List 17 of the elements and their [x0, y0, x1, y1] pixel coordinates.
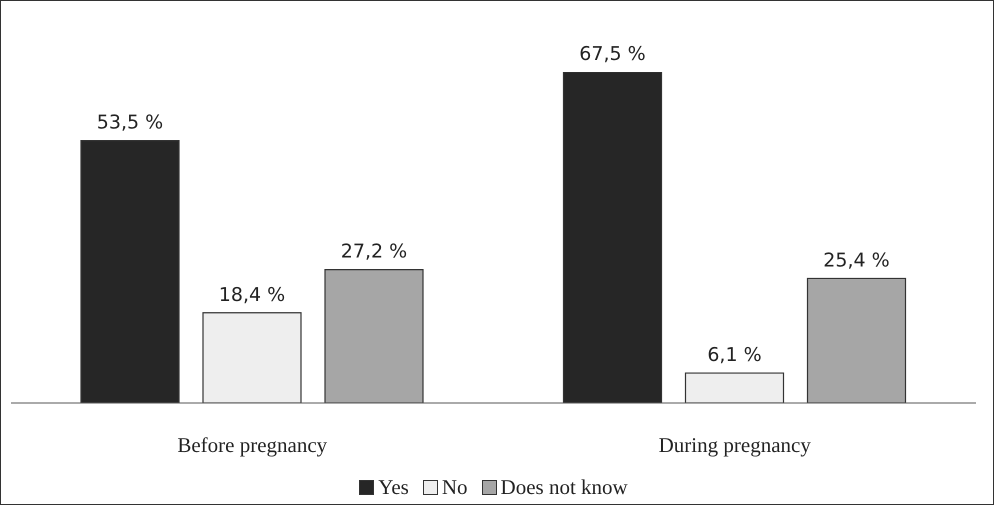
data-label: 6,1 % — [707, 344, 762, 366]
bar — [562, 72, 662, 403]
data-label: 18,4 % — [218, 284, 286, 306]
data-label: 53,5 % — [96, 112, 164, 134]
bar — [324, 269, 424, 403]
x-tick-label: During pregnancy — [658, 432, 812, 457]
data-label: 25,4 % — [823, 249, 890, 272]
data-label: 27,2 % — [340, 240, 408, 263]
x-tick-label: Before pregnancy — [177, 432, 328, 457]
bar — [684, 372, 784, 403]
bar — [80, 140, 180, 403]
data-label: 67,5 % — [579, 43, 646, 65]
legend-label: Does not know — [500, 475, 628, 500]
legend-label: No — [442, 475, 468, 500]
legend-label: Yes — [378, 475, 409, 500]
bar — [202, 312, 302, 403]
bar — [806, 278, 906, 403]
